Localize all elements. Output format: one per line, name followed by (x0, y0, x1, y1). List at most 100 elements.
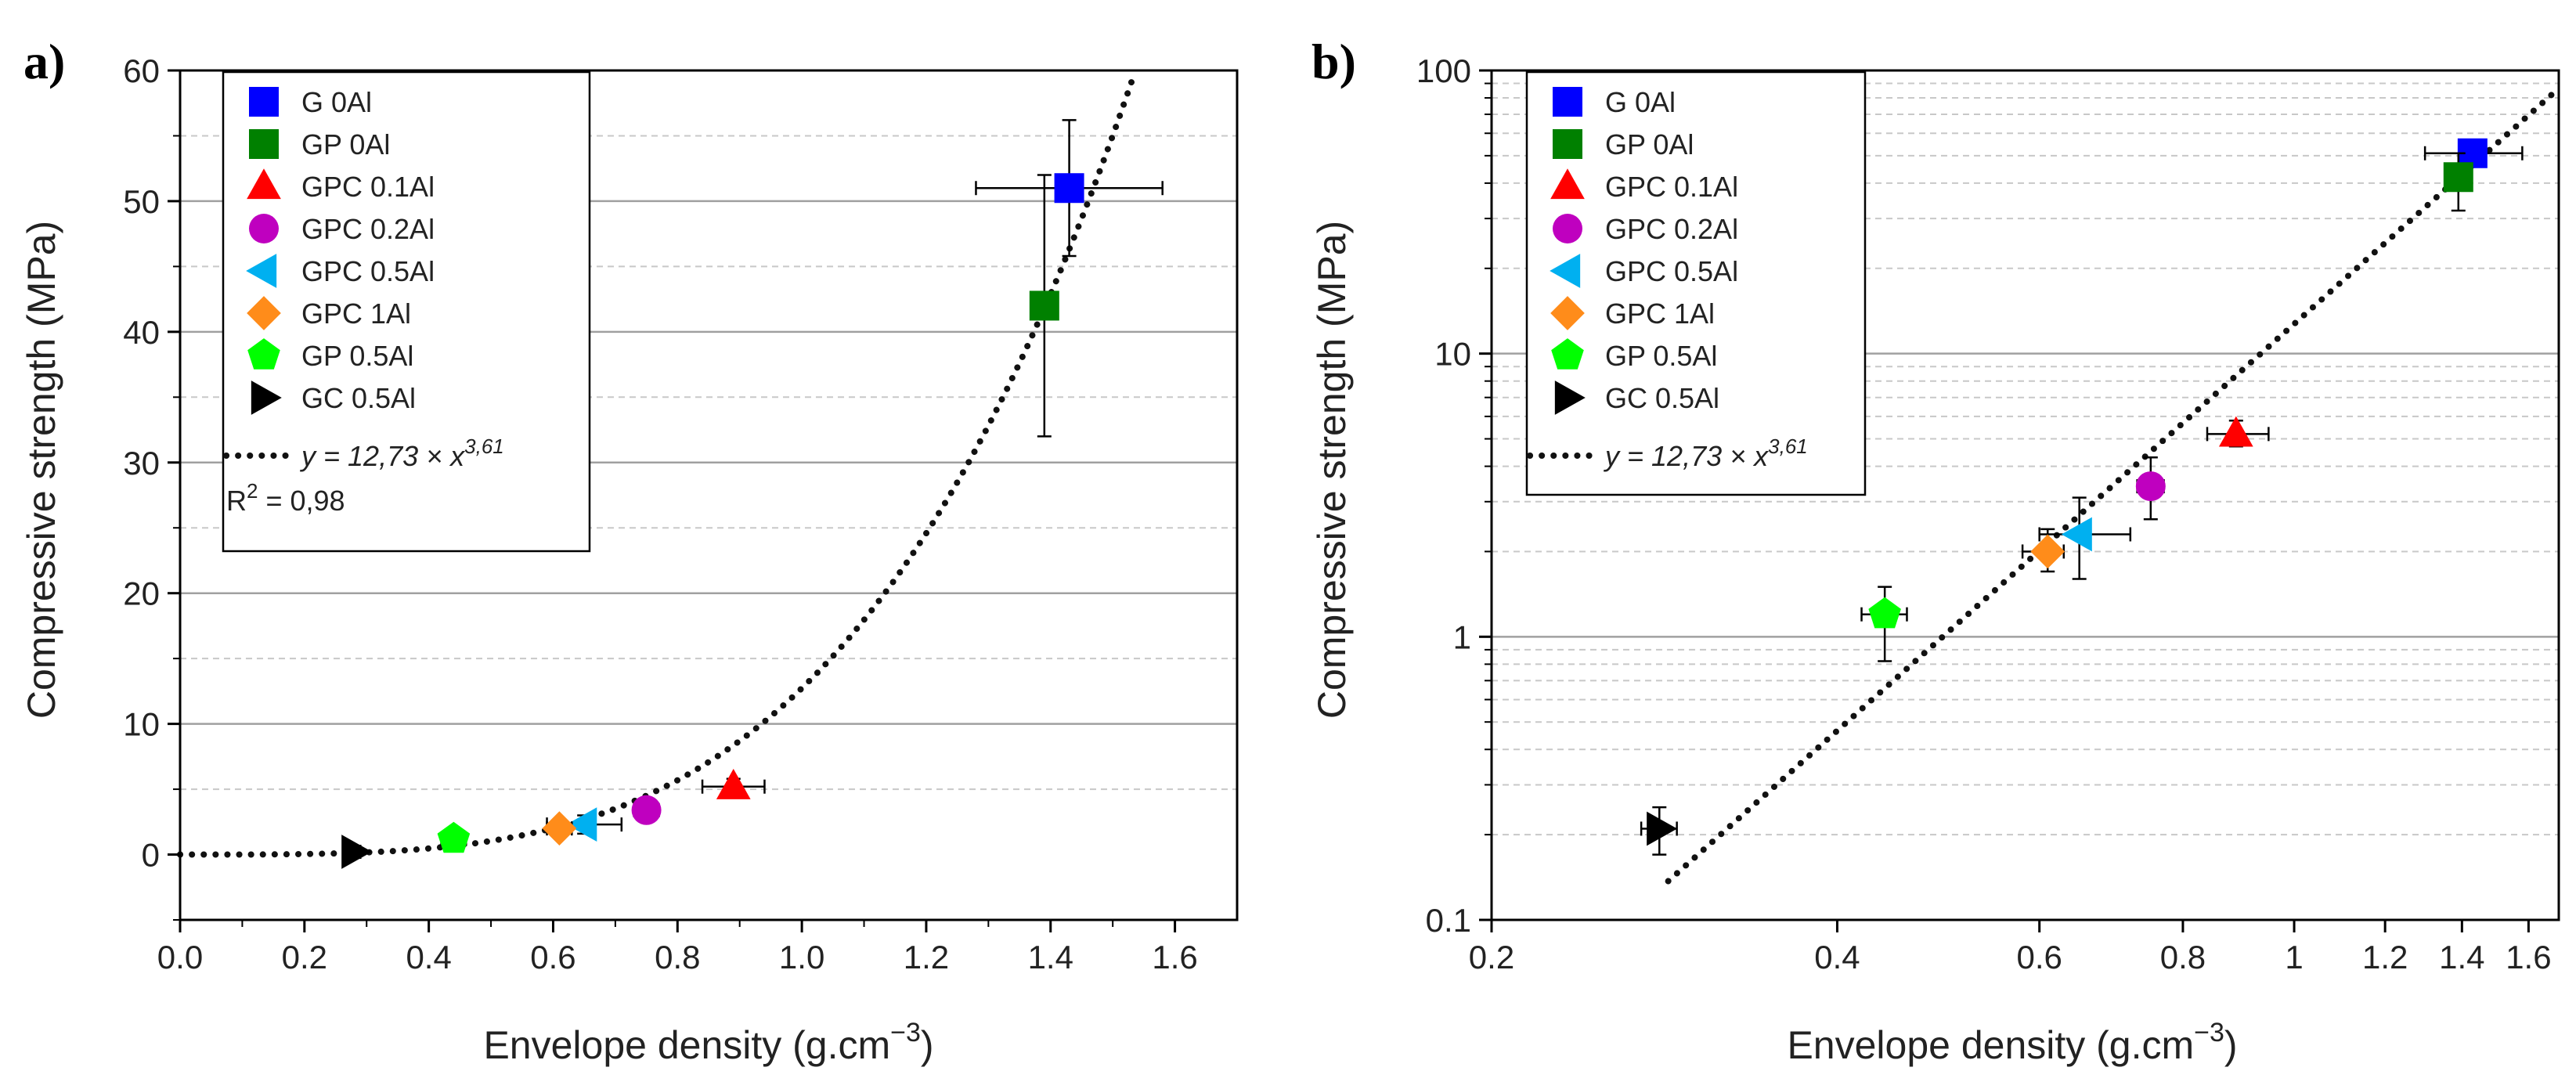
point-gpc-1al (542, 811, 577, 846)
legend-item-gpc-0-5al: GPC 0.5Al (246, 254, 435, 288)
legend-label: G 0Al (1605, 86, 1676, 118)
point-g-0al (2423, 138, 2524, 168)
x-tick-label: 1.4 (2439, 939, 2484, 975)
legend-marker-gpc-0-5al (246, 254, 277, 288)
fit-equation-exponent: 3,61 (464, 435, 504, 458)
legend-item-gc-0-5al: GC 0.5Al (1554, 380, 1719, 415)
marker-gc-0-5al (1647, 811, 1678, 846)
panel-b-y-axis-title: Compressive strength (MPa) (1310, 221, 1354, 719)
panel-b-fit-curve (1665, 85, 2562, 885)
fit-equation: y = 12,73 × x3,61 (1603, 435, 1808, 472)
legend-label: GP 0.5Al (301, 340, 413, 372)
point-g-0al (975, 119, 1164, 258)
panel-a-x-axis-title-close: ) (921, 1023, 934, 1067)
legend-label: GP 0.5Al (1605, 340, 1717, 372)
panel-a-data-points (341, 119, 1164, 869)
marker-gpc-0-1al (2218, 416, 2253, 447)
legend-label: G 0Al (301, 86, 372, 118)
point-gp-0al (2443, 152, 2473, 212)
legend-item-fit: y = 12,73 × x3,61 (223, 435, 504, 472)
legend-label: GP 0Al (301, 128, 390, 160)
x-tick-label: 0.2 (1469, 939, 1514, 975)
legend-label: GPC 0.2Al (301, 213, 435, 245)
fit-curve-line (1665, 85, 2562, 885)
legend-label: GPC 1Al (301, 297, 411, 330)
legend-label: GPC 0.5Al (1605, 255, 1738, 287)
x-tick-label: 1.0 (779, 939, 824, 975)
legend-item-gpc-0-2al: GPC 0.2Al (1553, 213, 1738, 245)
legend-item-gp-0al: GP 0Al (1553, 128, 1694, 160)
point-gp-0al (1029, 174, 1059, 438)
point-gp-0-5al (1860, 586, 1908, 662)
fit-curve-line (177, 79, 1135, 858)
x-tick-label: 1.2 (2362, 939, 2408, 975)
legend-label: GPC 1Al (1605, 297, 1715, 330)
legend-marker-g-0al (1553, 87, 1582, 117)
r-squared-exponent: 2 (247, 479, 258, 503)
marker-gpc-0-1al (716, 768, 751, 799)
marker-gp-0-5al (437, 821, 471, 853)
panel-b-ticks: 0.2 0.4 0.6 0.8 1 1.2 1.4 1.6 0.1 1 10 100 (1416, 52, 2552, 975)
marker-g-0al (1054, 173, 1084, 204)
panel-a-y-axis-title: Compressive strength (MPa) (20, 221, 63, 719)
marker-gpc-0-5al (566, 807, 597, 842)
legend-marker-gc-0-5al (251, 380, 282, 415)
point-gpc-0-1al (2206, 416, 2270, 448)
y-tick-label: 10 (123, 706, 160, 743)
point-gc-0-5al (1640, 806, 1678, 856)
legend-item-gpc-1al: GPC 1Al (1550, 296, 1715, 330)
panel-b-legend: G 0Al GP 0Al GPC 0.1Al GPC 0.2Al GPC 0.5Al GP… (1525, 70, 1867, 496)
panel-b-x-axis-title-exp: −3 (2194, 1018, 2224, 1048)
y-tick-label: 30 (123, 445, 160, 481)
fit-equation: y = 12,73 × x3,61 (299, 435, 504, 472)
panel-b-plot-frame (1490, 69, 2560, 921)
panel-a-x-axis-title-main: Envelope density (g.cm (483, 1023, 890, 1067)
fit-equation-main: y = 12,73 × x (1603, 440, 1770, 472)
legend-item-gpc-0-1al: GPC 0.1Al (247, 168, 435, 203)
legend-label: GPC 0.1Al (301, 171, 435, 203)
legend-item-g-0al: G 0Al (1553, 86, 1676, 118)
panel-b-x-axis-title-main: Envelope density (g.cm (1787, 1023, 2194, 1067)
legend-item-gpc-1al: GPC 1Al (247, 296, 411, 330)
panel-a-label: a) (23, 34, 65, 89)
marker-gp-0al (2443, 162, 2473, 193)
y-tick-label: 20 (123, 575, 160, 612)
x-tick-label: 1 (2285, 939, 2303, 975)
marker-gpc-1al (542, 811, 577, 846)
point-gpc-0-5al (2038, 496, 2132, 580)
legend-marker-gpc-0-1al (247, 168, 281, 200)
y-tick-label: 40 (123, 314, 160, 351)
legend-marker-gpc-1al (1550, 296, 1585, 330)
legend-marker-g-0al (249, 87, 279, 117)
x-tick-label: 0.4 (406, 939, 451, 975)
r-squared-value: = 0,98 (258, 485, 345, 517)
panel-b-x-axis-title: Envelope density (g.cm−3) (1787, 1018, 2237, 1067)
legend-marker-gpc-0-2al (249, 214, 279, 243)
y-tick-label: 10 (1434, 336, 1471, 373)
legend-item-gpc-0-5al: GPC 0.5Al (1550, 254, 1738, 288)
fit-equation-main: y = 12,73 × x (299, 440, 466, 472)
x-tick-label: 0.0 (157, 939, 203, 975)
legend-item-gpc-0-1al: GPC 0.1Al (1550, 168, 1738, 203)
x-tick-label: 0.2 (282, 939, 327, 975)
x-tick-label: 0.8 (655, 939, 700, 975)
legend-marker-gp-0-5al (247, 338, 280, 370)
marker-gpc-0-2al (631, 795, 662, 825)
legend-item-gc-0-5al: GC 0.5Al (251, 380, 416, 415)
legend-label: GPC 0.1Al (1605, 171, 1738, 203)
marker-gc-0-5al (341, 835, 373, 869)
marker-gp-0al (1029, 290, 1059, 321)
panel-a-linear-chart: a) 0.0 0.2 0.4 0.6 0.8 1.0 1.2 1.4 1.6 0 10 20 30 40 5… (20, 34, 1239, 1067)
panel-a-ticks: 0.0 0.2 0.4 0.6 0.8 1.0 1.2 1.4 1.6 0 10 20 30 40 50 60 (123, 52, 1198, 975)
legend-marker-gp-0al (1553, 129, 1582, 159)
panel-a-plot-frame (179, 69, 1239, 921)
y-tick-label: 100 (1416, 52, 1471, 89)
legend-label: GC 0.5Al (1605, 382, 1719, 414)
legend-label: GP 0Al (1605, 128, 1694, 160)
legend-marker-gc-0-5al (1554, 380, 1586, 415)
point-gpc-0-1al (701, 768, 766, 799)
x-tick-label: 0.8 (2160, 939, 2206, 975)
panel-a-x-axis-title-exp: −3 (890, 1018, 921, 1048)
legend-marker-gpc-0-1al (1550, 168, 1585, 200)
